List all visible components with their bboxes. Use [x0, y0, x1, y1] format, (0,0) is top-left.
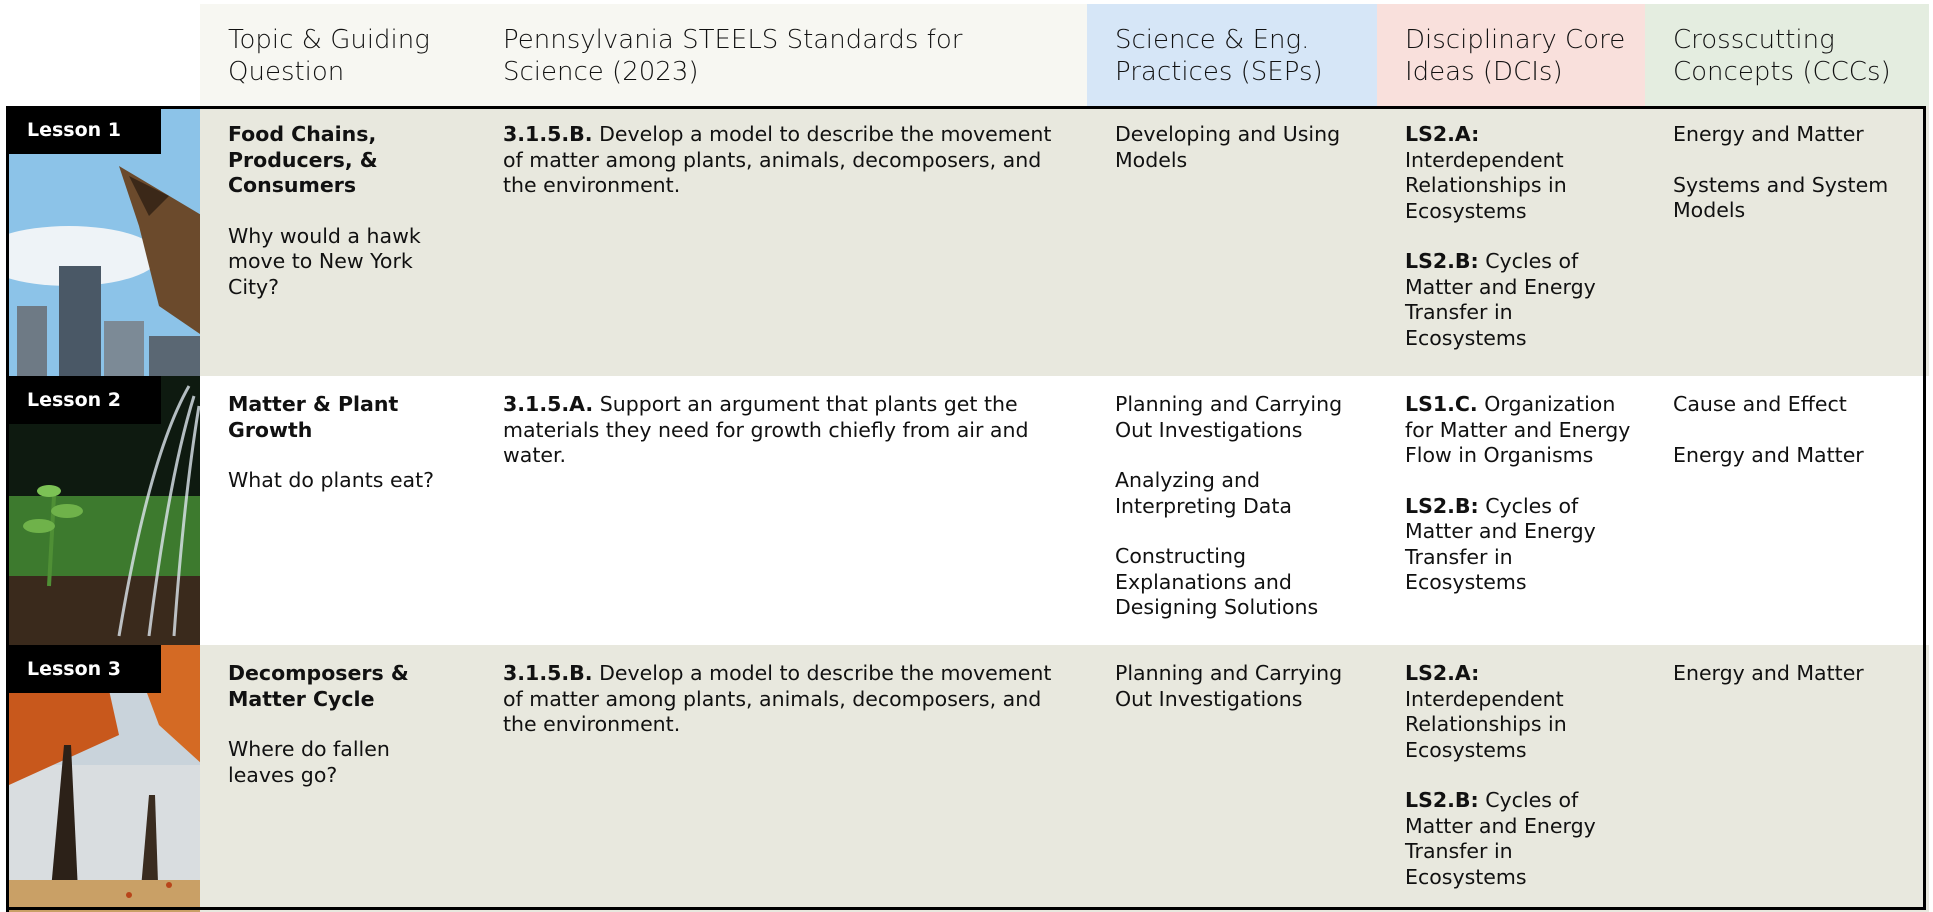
- guiding-question: Why would a hawk move to New York City?: [228, 223, 421, 299]
- ccc: Cause and Effect: [1673, 392, 1847, 416]
- dci: LS2.A: Interdependent Relationships in E…: [1405, 661, 1631, 763]
- lesson-label: Lesson 3: [9, 645, 161, 693]
- header-empty: [6, 4, 200, 106]
- header-cell: Pennsylvania STEELS Standards for Scienc…: [475, 4, 1087, 106]
- standard-cell: 3.1.5.B. Develop a model to describe the…: [475, 645, 1087, 912]
- standard: 3.1.5.B. Develop a model to describe the…: [503, 122, 1073, 199]
- ccc-cell: Cause and Effect Energy and Matter: [1645, 376, 1929, 645]
- dci-cell: LS1.C. Organization for Matter and Energ…: [1377, 376, 1645, 645]
- ccc: Systems and System Models: [1673, 172, 1889, 223]
- sep: Planning and Carrying Out Investigations: [1115, 392, 1343, 442]
- dci: LS2.A: Interdependent Relationships in E…: [1405, 122, 1631, 224]
- dci-text: Organization for Matter and Energy Flow …: [1405, 392, 1631, 467]
- header-cell: Topic & Guiding Question: [200, 4, 475, 106]
- dci-cell: LS2.A: Interdependent Relationships in E…: [1377, 645, 1645, 912]
- dci: LS2.B: Cycles of Matter and Energy Trans…: [1405, 494, 1631, 596]
- topic: Matter & Plant Growth: [228, 392, 399, 442]
- sep: Developing and Using Models: [1115, 122, 1341, 172]
- ccc: Energy and Matter: [1673, 122, 1864, 146]
- ccc-cell: Energy and Matter Systems and System Mode…: [1645, 106, 1929, 376]
- topic: Decomposers & Matter Cycle: [228, 661, 409, 711]
- standard-code: 3.1.5.A.: [503, 392, 594, 416]
- dci-code: LS1.C.: [1405, 392, 1478, 416]
- dci-code: LS2.A:: [1405, 661, 1480, 685]
- standard-code: 3.1.5.B.: [503, 122, 593, 146]
- lesson-image: Lesson 3: [6, 645, 200, 912]
- lesson-label: Lesson 2: [9, 376, 161, 424]
- topic-cell: Matter & Plant Growth What do plants eat?: [200, 376, 475, 645]
- dci: LS1.C. Organization for Matter and Energ…: [1405, 392, 1631, 469]
- dci: LS2.B: Cycles of Matter and Energy Trans…: [1405, 249, 1631, 351]
- sep-cell: Planning and Carrying Out Investigations…: [1087, 376, 1377, 645]
- standard-text: Develop a model to describe the movement…: [503, 122, 1052, 197]
- standard-text: Support an argument that plants get the …: [503, 392, 1029, 467]
- topic-cell: Food Chains, Producers, & Consumers Why w…: [200, 106, 475, 376]
- standard-cell: 3.1.5.A. Support an argument that plants…: [475, 376, 1087, 645]
- ccc-cell: Energy and Matter: [1645, 645, 1929, 912]
- dci-code: LS2.B:: [1405, 249, 1479, 273]
- dci-text: Interdependent Relationships in Ecosyste…: [1405, 686, 1567, 762]
- guiding-question: Where do fallen leaves go?: [228, 737, 390, 787]
- topic-cell: Decomposers & Matter Cycle Where do falle…: [200, 645, 475, 912]
- dci-code: LS2.A:: [1405, 122, 1480, 146]
- sep-cell: Developing and Using Models: [1087, 106, 1377, 376]
- lesson-image: Lesson 2: [6, 376, 200, 645]
- dci-cell: LS2.A: Interdependent Relationships in E…: [1377, 106, 1645, 376]
- sep: Constructing Explanations and Designing …: [1115, 544, 1319, 619]
- header-cell: Science & Eng. Practices (SEPs): [1087, 4, 1377, 106]
- dci-text: Interdependent Relationships in Ecosyste…: [1405, 147, 1567, 223]
- standard: 3.1.5.A. Support an argument that plants…: [503, 392, 1073, 469]
- dci-code: LS2.B:: [1405, 788, 1479, 812]
- lesson-label: Lesson 1: [9, 106, 161, 154]
- dci-text: Cycles of Matter and Energy Transfer in …: [1405, 493, 1596, 595]
- sep-cell: Planning and Carrying Out Investigations: [1087, 645, 1377, 912]
- ccc: Energy and Matter: [1673, 661, 1864, 685]
- dci-text: Cycles of Matter and Energy Transfer in …: [1405, 249, 1596, 350]
- header-cell: Disciplinary Core Ideas (DCIs): [1377, 4, 1645, 106]
- standard-code: 3.1.5.B.: [503, 661, 593, 685]
- header-cell: Crosscutting Concepts (CCCs): [1645, 4, 1929, 106]
- standard-cell: 3.1.5.B. Develop a model to describe the…: [475, 106, 1087, 376]
- dci: LS2.B: Cycles of Matter and Energy Trans…: [1405, 788, 1631, 890]
- sep: Planning and Carrying Out Investigations: [1115, 661, 1343, 711]
- sep: Analyzing and Interpreting Data: [1115, 468, 1292, 518]
- lesson-image: Lesson 1: [6, 106, 200, 376]
- standard: 3.1.5.B. Develop a model to describe the…: [503, 661, 1073, 738]
- topic: Food Chains, Producers, & Consumers: [228, 122, 378, 197]
- guiding-question: What do plants eat?: [228, 468, 435, 492]
- dci-text: Cycles of Matter and Energy Transfer in …: [1405, 788, 1596, 889]
- alignment-table: Topic & Guiding Question Pennsylvania ST…: [6, 4, 1929, 912]
- dci-code: LS2.B:: [1405, 493, 1479, 518]
- ccc: Energy and Matter: [1673, 442, 1864, 467]
- standard-text: Develop a model to describe the movement…: [503, 661, 1052, 736]
